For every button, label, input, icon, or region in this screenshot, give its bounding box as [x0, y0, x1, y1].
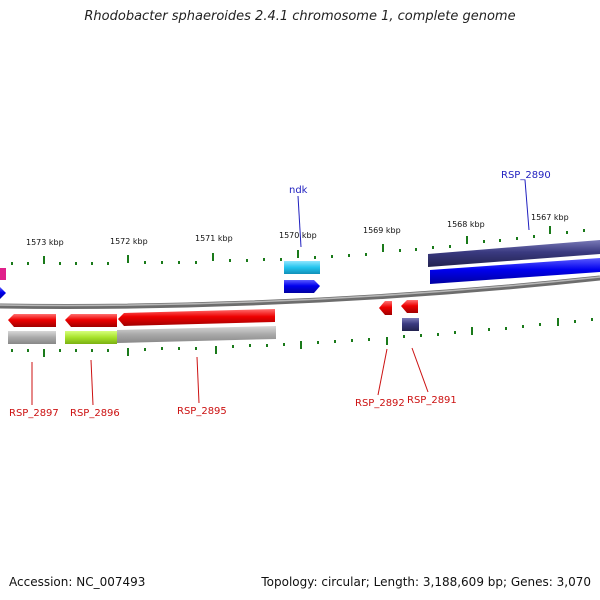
scale-label-1571: 1571 kbp	[195, 234, 233, 243]
accession-text: Accession: NC_007493	[9, 575, 146, 589]
ndk-gene-arrow[interactable]	[284, 280, 320, 293]
rsp2892-gene-arrow[interactable]	[379, 301, 392, 315]
gene-label-rsp2891[interactable]: RSP_2891	[407, 395, 457, 406]
chromosome-backbone	[0, 275, 600, 309]
label-leader-lines	[31, 179, 530, 406]
rsp2897-cds[interactable]	[8, 331, 56, 344]
rsp2895-cds[interactable]	[117, 326, 276, 343]
magenta-feature[interactable]	[0, 268, 6, 280]
scale-label-1569: 1569 kbp	[363, 226, 401, 235]
rsp2895-gene-arrow[interactable]	[118, 309, 275, 326]
map-title: Rhodobacter sphaeroides 2.4.1 chromosome…	[84, 9, 516, 24]
rsp2891-gene-arrow[interactable]	[401, 300, 418, 313]
ndk-rna-feature[interactable]	[284, 261, 320, 274]
scale-label-1572: 1572 kbp	[110, 237, 148, 246]
scale-label-1570: 1570 kbp	[279, 231, 317, 240]
rsp2896-gene-arrow[interactable]	[65, 314, 117, 327]
gene-label-rsp2896[interactable]: RSP_2896	[70, 408, 120, 419]
rsp2896-cds[interactable]	[65, 331, 117, 344]
gene-label-rsp2897[interactable]: RSP_2897	[9, 408, 59, 419]
gene-label-rsp2892[interactable]: RSP_2892	[355, 398, 405, 409]
lower-scale-ticks	[11, 318, 593, 357]
rsp2897-gene-arrow[interactable]	[8, 314, 56, 327]
rsp2891-cds[interactable]	[402, 318, 419, 331]
gene-label-rsp2890[interactable]: RSP_2890	[501, 170, 551, 181]
scale-label-1567: 1567 kbp	[531, 213, 569, 222]
rsp2890-gene[interactable]	[430, 258, 600, 284]
rsp2890-cds[interactable]	[428, 240, 600, 267]
scale-label-1573: 1573 kbp	[26, 238, 64, 247]
gene-label-rsp2895[interactable]: RSP_2895	[177, 406, 227, 417]
blue-arrow-left-edge[interactable]	[0, 287, 6, 299]
scale-label-1568: 1568 kbp	[447, 220, 485, 229]
upper-scale-ticks	[11, 226, 585, 265]
genome-stats-text: Topology: circular; Length: 3,188,609 bp…	[261, 575, 591, 589]
gene-label-ndk[interactable]: ndk	[289, 185, 308, 196]
